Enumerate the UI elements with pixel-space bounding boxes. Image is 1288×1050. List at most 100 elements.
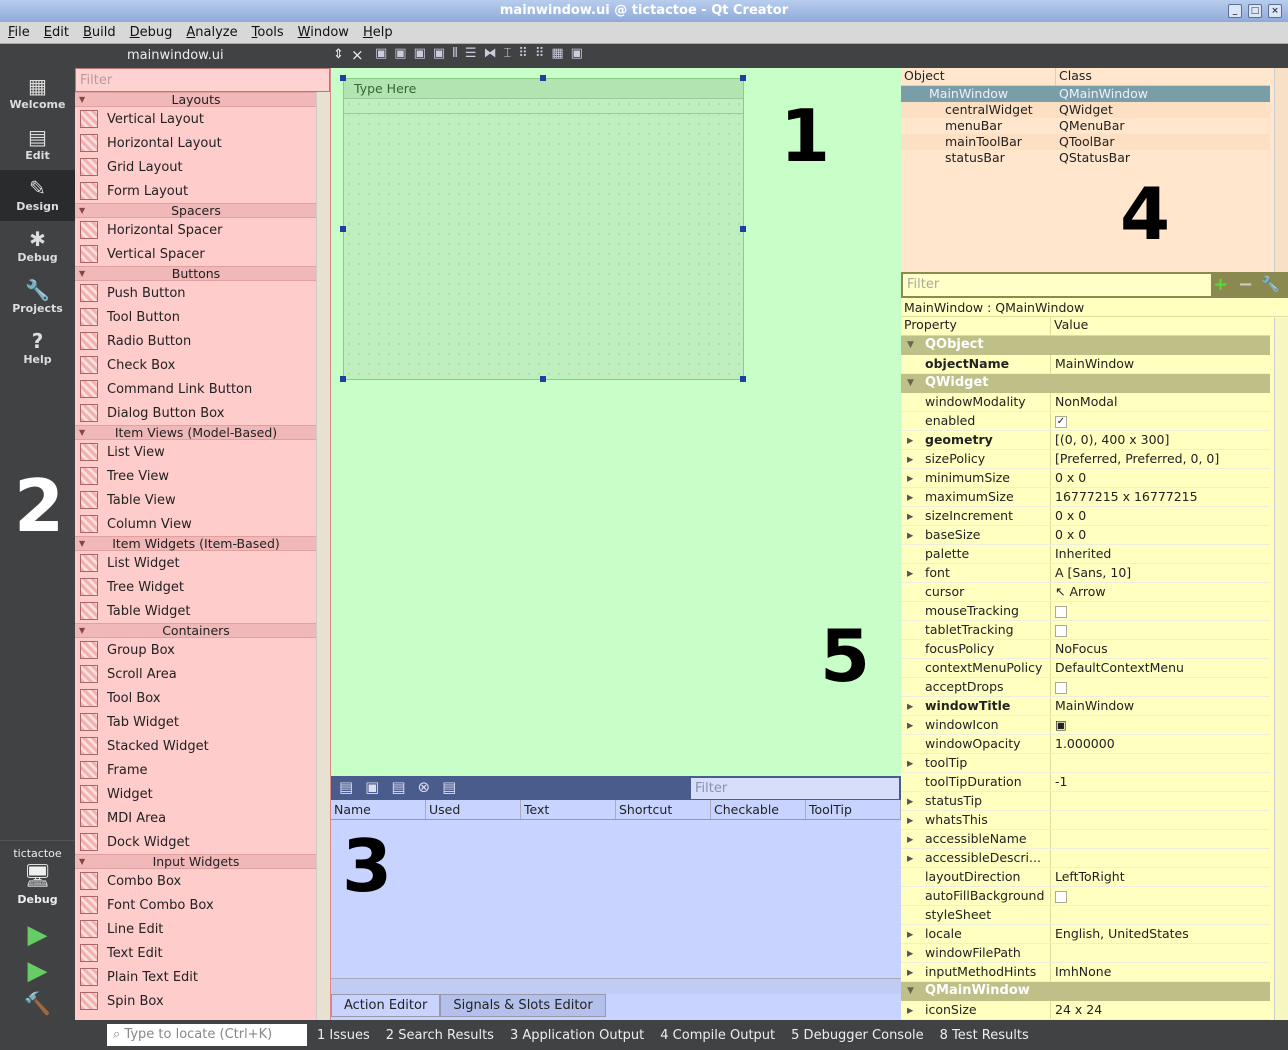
property-row-windowmodality[interactable]: windowModality NonModal bbox=[901, 393, 1270, 412]
action-horizontal-scrollbar[interactable] bbox=[331, 978, 901, 994]
widget-item-tool-button[interactable]: Tool Button bbox=[75, 305, 317, 329]
resize-handle[interactable] bbox=[340, 376, 346, 382]
category-item-views-model-based[interactable]: Item Views (Model-Based) bbox=[75, 425, 317, 440]
property-value[interactable] bbox=[1051, 944, 1055, 962]
checkbox[interactable] bbox=[1055, 890, 1067, 903]
output-pane-1-issues[interactable]: 1 Issues bbox=[317, 1027, 370, 1043]
widget-item-tool-box[interactable]: Tool Box bbox=[75, 686, 317, 710]
property-value[interactable]: 0 x 0 bbox=[1051, 526, 1086, 544]
action-tool-icons[interactable]: ▤▣▤⊗▤ bbox=[339, 778, 469, 796]
property-row-tooltipduration[interactable]: toolTipDuration -1 bbox=[901, 773, 1270, 792]
property-value[interactable] bbox=[1051, 678, 1067, 696]
minimize-button[interactable]: _ bbox=[1228, 4, 1242, 18]
widget-item-line-edit[interactable]: Line Edit bbox=[75, 917, 317, 941]
widget-item-font-combo-box[interactable]: Font Combo Box bbox=[75, 893, 317, 917]
property-value[interactable] bbox=[1051, 792, 1055, 810]
widget-item-tree-view[interactable]: Tree View bbox=[75, 464, 317, 488]
menu-file[interactable]: File bbox=[8, 25, 30, 40]
object-row-centralwidget[interactable]: centralWidget QWidget bbox=[901, 102, 1270, 118]
property-row-windowopacity[interactable]: windowOpacity 1.000000 bbox=[901, 735, 1270, 754]
column-shortcut[interactable]: Shortcut bbox=[616, 800, 711, 819]
widget-box-scrollbar[interactable] bbox=[316, 92, 330, 1020]
widget-item-combo-box[interactable]: Combo Box bbox=[75, 869, 317, 893]
resize-handle[interactable] bbox=[340, 226, 346, 232]
property-row-contextmenupolicy[interactable]: contextMenuPolicy DefaultContextMenu bbox=[901, 659, 1270, 678]
widget-item-spin-box[interactable]: Spin Box bbox=[75, 989, 317, 1013]
category-buttons[interactable]: Buttons bbox=[75, 266, 317, 281]
menu-build[interactable]: Build bbox=[82, 25, 116, 40]
widget-filter-input[interactable]: Filter bbox=[75, 68, 330, 92]
property-row-accessiblename[interactable]: accessibleName bbox=[901, 830, 1270, 849]
property-row-locale[interactable]: locale English, UnitedStates bbox=[901, 925, 1270, 944]
property-row-windowtitle[interactable]: windowTitle MainWindow bbox=[901, 697, 1270, 716]
column-name[interactable]: Name bbox=[331, 800, 426, 819]
widget-item-command-link-button[interactable]: Command Link Button bbox=[75, 377, 317, 401]
property-row-tablettracking[interactable]: tabletTracking bbox=[901, 621, 1270, 640]
property-row-stylesheet[interactable]: styleSheet bbox=[901, 906, 1270, 925]
property-value[interactable]: ImhNone bbox=[1051, 963, 1111, 981]
property-row-enabled[interactable]: enabled ✓ bbox=[901, 412, 1270, 431]
property-row-accessibledescri[interactable]: accessibleDescri... bbox=[901, 849, 1270, 868]
property-value[interactable]: ▣ bbox=[1051, 716, 1067, 734]
file-selector-arrows-icon[interactable]: ⇕ bbox=[333, 47, 344, 62]
widget-item-mdi-area[interactable]: MDI Area bbox=[75, 806, 317, 830]
property-row-maximumsize[interactable]: maximumSize 16777215 x 16777215 bbox=[901, 488, 1270, 507]
property-value[interactable]: NonModal bbox=[1051, 393, 1117, 411]
resize-handle[interactable] bbox=[740, 226, 746, 232]
property-value[interactable]: ↖ Arrow bbox=[1051, 583, 1106, 601]
property-value[interactable] bbox=[1051, 906, 1055, 924]
property-value[interactable]: MainWindow bbox=[1051, 355, 1134, 373]
property-value[interactable]: 1.000000 bbox=[1051, 735, 1115, 753]
resize-handle[interactable] bbox=[740, 75, 746, 81]
column-object[interactable]: Object bbox=[901, 68, 1056, 85]
resize-handle[interactable] bbox=[540, 376, 546, 382]
locator-input[interactable]: ⌕ Type to locate (Ctrl+K) bbox=[107, 1024, 307, 1046]
property-row-font[interactable]: font A [Sans, 10] bbox=[901, 564, 1270, 583]
widget-item-plain-text-edit[interactable]: Plain Text Edit bbox=[75, 965, 317, 989]
property-value[interactable]: 0 x 0 bbox=[1051, 507, 1086, 525]
property-row-sizeincrement[interactable]: sizeIncrement 0 x 0 bbox=[901, 507, 1270, 526]
output-pane-2-search-results[interactable]: 2 Search Results bbox=[385, 1027, 494, 1043]
property-value[interactable] bbox=[1051, 887, 1067, 905]
mode-debug[interactable]: ✱ Debug bbox=[0, 221, 75, 272]
widget-item-push-button[interactable]: Push Button bbox=[75, 281, 317, 305]
widget-item-tree-widget[interactable]: Tree Widget bbox=[75, 575, 317, 599]
column-checkable[interactable]: Checkable bbox=[711, 800, 806, 819]
property-value[interactable]: English, UnitedStates bbox=[1051, 925, 1189, 943]
property-row-whatsthis[interactable]: whatsThis bbox=[901, 811, 1270, 830]
object-row-mainwindow[interactable]: MainWindow QMainWindow bbox=[901, 86, 1270, 102]
property-row-iconsize[interactable]: iconSize 24 x 24 bbox=[901, 1001, 1270, 1020]
property-row-statustip[interactable]: statusTip bbox=[901, 792, 1270, 811]
property-scrollbar[interactable] bbox=[1274, 318, 1288, 1020]
output-pane-8-test-results[interactable]: 8 Test Results bbox=[939, 1027, 1029, 1043]
menu-edit[interactable]: Edit bbox=[43, 25, 69, 40]
configure-wrench-icon[interactable]: 🔧 bbox=[1261, 275, 1280, 293]
group-qobject[interactable]: QObject bbox=[901, 336, 1270, 355]
property-filter-input[interactable]: Filter bbox=[903, 274, 1211, 296]
widget-item-text-edit[interactable]: Text Edit bbox=[75, 941, 317, 965]
property-value[interactable] bbox=[1051, 621, 1067, 639]
tab-signals-slots-editor[interactable]: Signals & Slots Editor bbox=[440, 994, 606, 1017]
output-pane-5-debugger-console[interactable]: 5 Debugger Console bbox=[791, 1027, 924, 1043]
property-value[interactable]: 0 x 0 bbox=[1051, 469, 1086, 487]
resize-handle[interactable] bbox=[540, 75, 546, 81]
category-spacers[interactable]: Spacers bbox=[75, 203, 317, 218]
output-pane-3-application-output[interactable]: 3 Application Output bbox=[509, 1027, 645, 1043]
column-value[interactable]: Value bbox=[1054, 317, 1089, 332]
widget-item-scroll-area[interactable]: Scroll Area bbox=[75, 662, 317, 686]
property-row-objectname[interactable]: objectName MainWindow bbox=[901, 355, 1270, 374]
checkbox[interactable] bbox=[1055, 681, 1067, 694]
category-input-widgets[interactable]: Input Widgets bbox=[75, 854, 317, 869]
property-row-sizepolicy[interactable]: sizePolicy [Preferred, Preferred, 0, 0] bbox=[901, 450, 1270, 469]
widget-item-stacked-widget[interactable]: Stacked Widget bbox=[75, 734, 317, 758]
column-used[interactable]: Used bbox=[426, 800, 521, 819]
property-row-layoutdirection[interactable]: layoutDirection LeftToRight bbox=[901, 868, 1270, 887]
property-value[interactable] bbox=[1051, 602, 1067, 620]
form-menu-bar[interactable]: Type Here bbox=[344, 79, 743, 99]
checkbox[interactable] bbox=[1055, 605, 1067, 618]
property-value[interactable]: A [Sans, 10] bbox=[1051, 564, 1131, 582]
mode-help[interactable]: ? Help bbox=[0, 323, 75, 374]
add-property-icon[interactable]: + bbox=[1213, 274, 1229, 295]
property-value[interactable]: ✓ bbox=[1051, 412, 1067, 430]
property-row-windowfilepath[interactable]: windowFilePath bbox=[901, 944, 1270, 963]
